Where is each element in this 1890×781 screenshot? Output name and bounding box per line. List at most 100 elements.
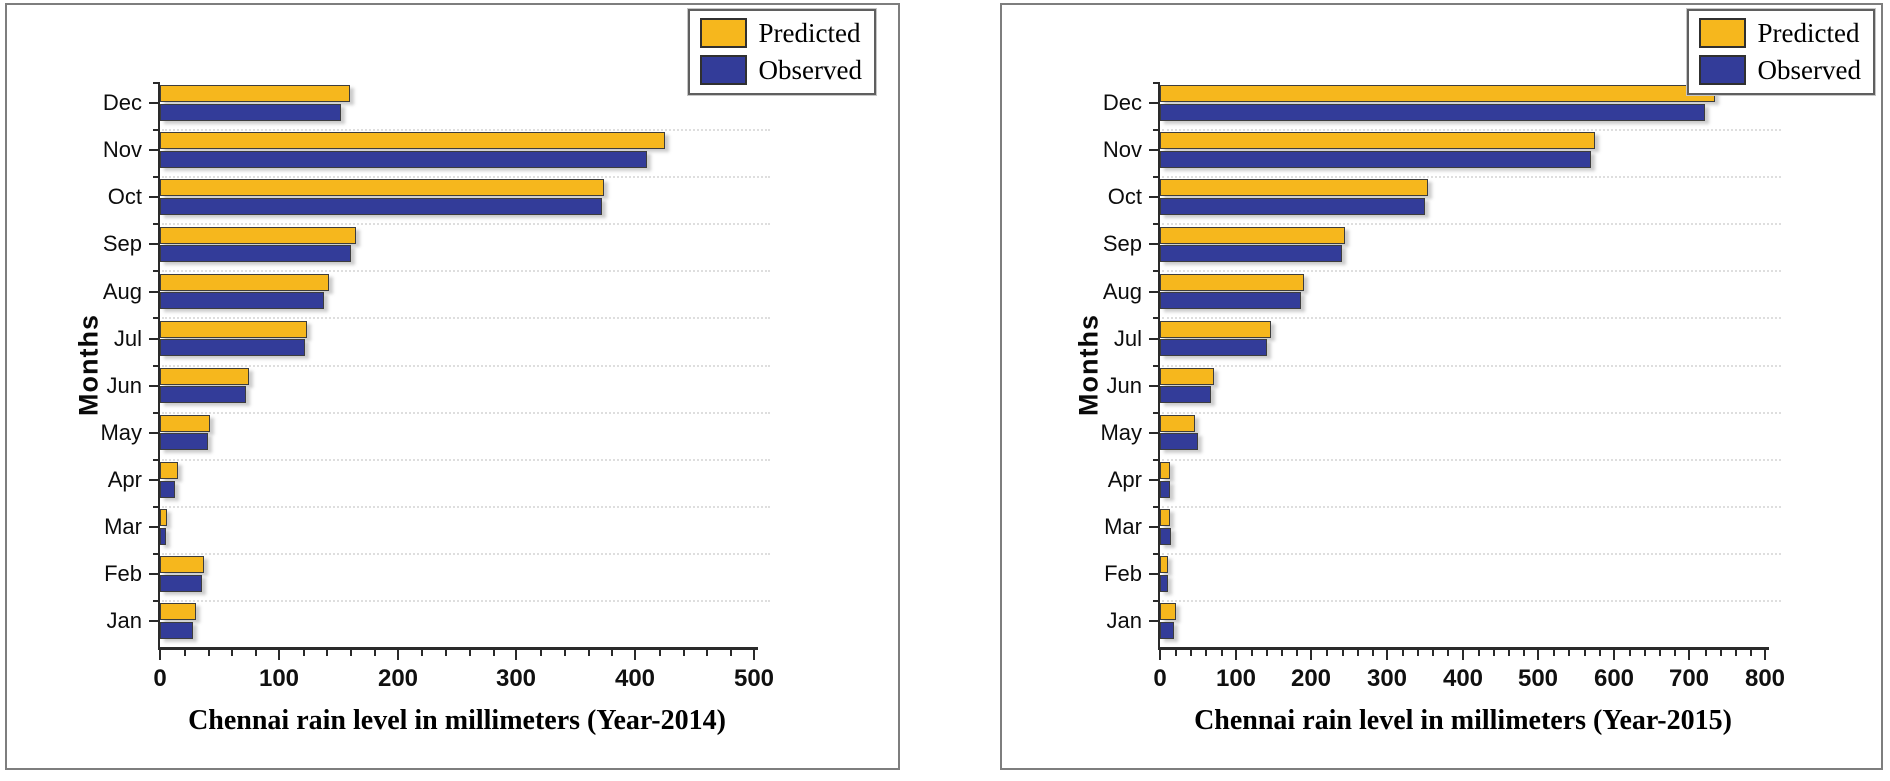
ytick-label-nov: Nov — [102, 137, 142, 162]
x-axis-minor-tick — [1221, 650, 1223, 656]
x-axis-minor-tick — [1296, 650, 1298, 656]
legend-swatch-observed — [1698, 55, 1746, 85]
legend-item-predicted: Predicted — [1698, 17, 1861, 48]
bar-mar-observed — [1160, 528, 1171, 545]
y-axis-minor-tick — [1153, 223, 1158, 225]
x-axis-minor-tick — [445, 650, 447, 656]
x-axis-minor-tick — [1599, 650, 1601, 656]
x-axis-minor-tick — [588, 650, 590, 656]
y-axis-minor-tick — [153, 412, 158, 414]
y-axis-major-tick — [1149, 385, 1158, 387]
y-axis-minor-tick — [1153, 82, 1158, 84]
x-axis-title: Chennai rain level in millimeters (Year-… — [188, 705, 726, 736]
gridline — [162, 365, 770, 367]
gridline — [162, 506, 770, 508]
x-axis-minor-tick — [683, 650, 685, 656]
ytick-label-apr: Apr — [1107, 467, 1142, 492]
y-axis-major-tick — [149, 196, 158, 198]
bar-oct-predicted — [160, 179, 604, 196]
y-axis-major-tick — [149, 620, 158, 622]
x-axis-minor-tick — [303, 650, 305, 656]
bar-nov-observed — [160, 151, 647, 168]
bar-dec-observed — [160, 104, 341, 121]
x-axis-major-tick — [634, 650, 636, 660]
legend-swatch-predicted — [1698, 18, 1746, 48]
y-axis-major-tick — [1149, 196, 1158, 198]
legend-swatch-predicted — [699, 18, 747, 48]
x-axis-minor-tick — [1659, 650, 1661, 656]
xtick-label-200: 200 — [377, 665, 419, 692]
x-axis-minor-tick — [208, 650, 210, 656]
legend-item-observed: Observed — [699, 55, 862, 85]
x-axis-minor-tick — [1735, 650, 1737, 656]
bar-oct-predicted — [1160, 179, 1428, 196]
bar-jan-observed — [1160, 622, 1174, 639]
bar-mar-predicted — [1160, 509, 1170, 526]
x-axis-line — [1158, 647, 1769, 650]
ytick-label-oct: Oct — [107, 184, 142, 209]
y-axis-minor-tick — [1153, 176, 1158, 178]
bar-feb-predicted — [1160, 556, 1168, 573]
gridline — [162, 412, 770, 414]
y-axis-major-tick — [1149, 243, 1158, 245]
bar-aug-observed — [160, 292, 324, 309]
x-axis-major-tick — [1688, 650, 1690, 660]
gridline — [162, 129, 770, 131]
ytick-label-dec: Dec — [1102, 90, 1142, 115]
gridline — [162, 270, 770, 272]
gridline — [162, 553, 770, 555]
gridline — [1162, 600, 1781, 602]
x-axis-major-tick — [1310, 650, 1312, 660]
x-axis-minor-tick — [1523, 650, 1525, 656]
bar-apr-observed — [1160, 481, 1170, 498]
gridline — [162, 459, 770, 461]
y-axis-major-tick — [1149, 149, 1158, 151]
x-axis-minor-tick — [184, 650, 186, 656]
ytick-label-jun: Jun — [1106, 373, 1142, 398]
legend-box: Predicted Observed — [686, 8, 878, 96]
x-axis-minor-tick — [1584, 650, 1586, 656]
x-axis-major-tick — [397, 650, 399, 660]
y-axis-line — [158, 82, 160, 650]
bar-feb-observed — [160, 575, 202, 592]
chart-panel-year-2014: Dec Nov Oct Sep Aug Jul Jun May Apr Mar Feb Jan 0 100… — [5, 3, 900, 770]
y-axis-major-tick — [1149, 620, 1158, 622]
x-axis-minor-tick — [1720, 650, 1722, 656]
ytick-label-jun: Jun — [106, 373, 142, 398]
y-axis-minor-tick — [1153, 553, 1158, 555]
x-axis-minor-tick — [540, 650, 542, 656]
xtick-label-700: 700 — [1668, 665, 1710, 692]
ytick-label-may: May — [1100, 420, 1142, 445]
ytick-label-feb: Feb — [1104, 561, 1142, 586]
bar-may-observed — [160, 433, 208, 450]
x-axis-minor-tick — [611, 650, 613, 656]
bar-oct-observed — [160, 198, 602, 215]
y-axis-minor-tick — [153, 317, 158, 319]
x-axis-minor-tick — [1493, 650, 1495, 656]
gridline — [1162, 553, 1781, 555]
ytick-label-jan: Jan — [1106, 608, 1142, 633]
gridline — [1162, 223, 1781, 225]
ytick-label-may: May — [100, 420, 142, 445]
x-axis-major-tick — [1764, 650, 1766, 660]
y-axis-minor-tick — [153, 270, 158, 272]
xtick-label-500: 500 — [1517, 665, 1559, 692]
y-axis-minor-tick — [1153, 365, 1158, 367]
x-axis-major-tick — [1386, 650, 1388, 660]
legend-label-predicted: Predicted — [758, 17, 861, 48]
ytick-label-sep: Sep — [1102, 231, 1142, 256]
x-axis-minor-tick — [421, 650, 423, 656]
y-axis-major-tick — [1149, 479, 1158, 481]
xtick-label-0: 0 — [1153, 665, 1167, 692]
y-axis-minor-tick — [1153, 600, 1158, 602]
bar-apr-predicted — [160, 462, 178, 479]
x-axis-major-tick — [1537, 650, 1539, 660]
bar-aug-predicted — [160, 274, 329, 291]
gridline — [1162, 317, 1781, 319]
x-axis-minor-tick — [1266, 650, 1268, 656]
ytick-label-mar: Mar — [1104, 514, 1142, 539]
y-axis-minor-tick — [153, 553, 158, 555]
legend-label-predicted: Predicted — [1757, 17, 1860, 48]
bar-aug-observed — [1160, 292, 1301, 309]
bar-oct-observed — [1160, 198, 1425, 215]
